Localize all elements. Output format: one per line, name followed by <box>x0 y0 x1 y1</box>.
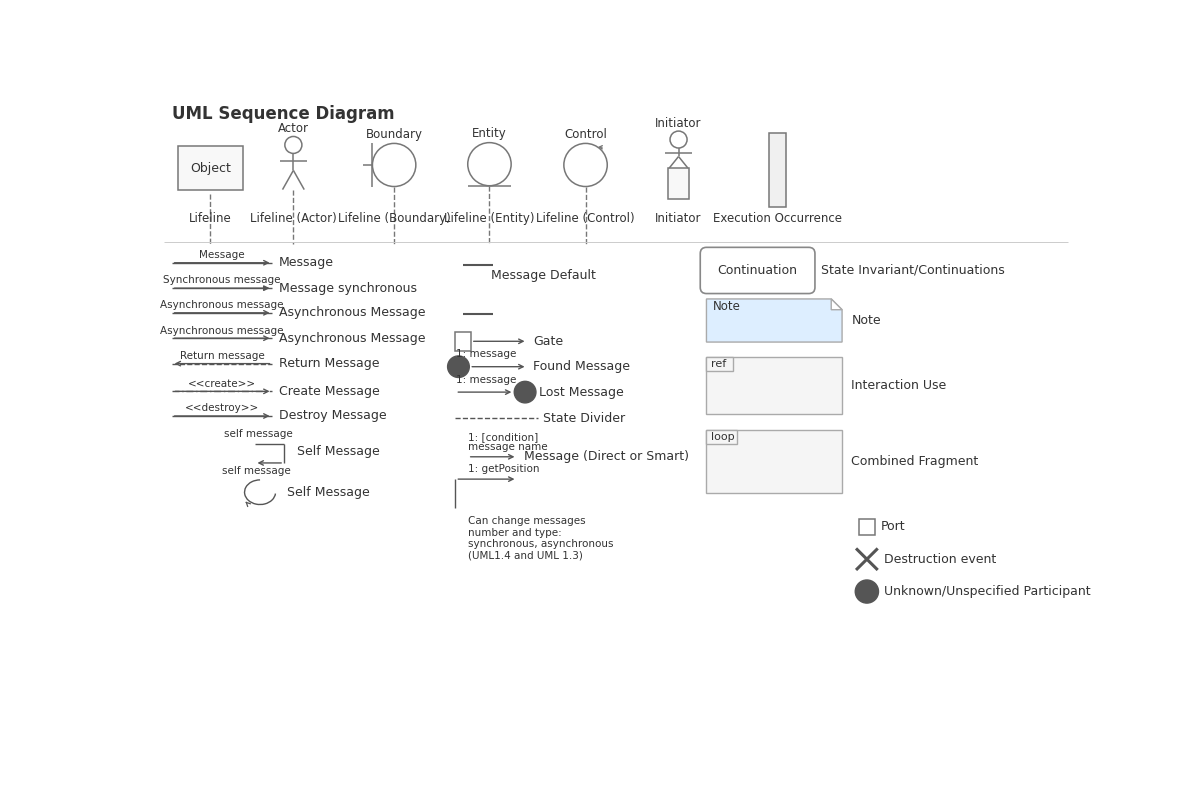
Text: Destroy Message: Destroy Message <box>278 410 386 423</box>
Text: message name: message name <box>468 441 547 452</box>
Text: Asynchronous Message: Asynchronous Message <box>278 306 425 319</box>
Text: Message (Direct or Smart): Message (Direct or Smart) <box>523 450 689 463</box>
Text: Port: Port <box>881 520 906 533</box>
Text: Control: Control <box>564 128 607 141</box>
Polygon shape <box>707 299 842 342</box>
Text: Initiator: Initiator <box>655 117 702 130</box>
FancyBboxPatch shape <box>707 357 842 415</box>
Text: Lifeline (Control): Lifeline (Control) <box>536 212 635 225</box>
FancyBboxPatch shape <box>455 332 470 351</box>
Text: Return message: Return message <box>180 351 264 361</box>
FancyBboxPatch shape <box>701 247 815 293</box>
Text: Continuation: Continuation <box>718 264 798 277</box>
Text: ref: ref <box>712 360 726 369</box>
Text: Combined Fragment: Combined Fragment <box>851 455 979 468</box>
Text: 1: message: 1: message <box>456 349 516 360</box>
Text: Synchronous message: Synchronous message <box>163 275 281 285</box>
Text: self message: self message <box>224 428 293 439</box>
Text: <<destroy>>: <<destroy>> <box>185 403 259 413</box>
FancyBboxPatch shape <box>707 357 733 371</box>
Text: Asynchronous message: Asynchronous message <box>161 300 284 310</box>
Text: loop: loop <box>712 432 734 441</box>
Text: 1: [condition]: 1: [condition] <box>468 433 538 442</box>
Text: Initiator: Initiator <box>655 212 702 225</box>
Text: Message Default: Message Default <box>491 270 596 283</box>
Text: Entity: Entity <box>472 127 506 140</box>
Text: Note: Note <box>851 314 881 327</box>
Text: Message synchronous: Message synchronous <box>278 282 416 295</box>
FancyBboxPatch shape <box>668 168 689 198</box>
Text: Create Message: Create Message <box>278 385 379 398</box>
Circle shape <box>515 382 536 403</box>
FancyBboxPatch shape <box>769 134 786 207</box>
Text: Destruction event: Destruction event <box>884 552 996 565</box>
Text: Lifeline (Boundary): Lifeline (Boundary) <box>337 212 450 225</box>
Text: Actor: Actor <box>278 122 308 135</box>
FancyBboxPatch shape <box>859 519 875 535</box>
Text: Message: Message <box>278 256 334 269</box>
Text: Gate: Gate <box>533 335 563 347</box>
Text: Asynchronous Message: Asynchronous Message <box>278 332 425 345</box>
FancyBboxPatch shape <box>178 147 242 190</box>
Text: Lifeline (Actor): Lifeline (Actor) <box>250 212 337 225</box>
Text: UML Sequence Diagram: UML Sequence Diagram <box>172 105 395 123</box>
Text: Interaction Use: Interaction Use <box>851 379 947 393</box>
Text: Asynchronous message: Asynchronous message <box>161 326 284 335</box>
Text: Note: Note <box>713 301 740 313</box>
Text: State Divider: State Divider <box>542 411 625 424</box>
Text: 1: message: 1: message <box>456 375 516 385</box>
Text: Execution Occurrence: Execution Occurrence <box>713 212 842 225</box>
FancyBboxPatch shape <box>707 430 842 493</box>
Text: Return Message: Return Message <box>278 357 379 370</box>
Polygon shape <box>832 299 842 309</box>
Text: Lifeline: Lifeline <box>190 212 232 225</box>
Circle shape <box>856 580 878 603</box>
Text: Boundary: Boundary <box>366 128 422 141</box>
Text: Found Message: Found Message <box>533 360 630 373</box>
Text: State Invariant/Continuations: State Invariant/Continuations <box>821 264 1004 277</box>
Text: Unknown/Unspecified Participant: Unknown/Unspecified Participant <box>884 585 1091 598</box>
Text: Can change messages
number and type:
synchronous, asynchronous
(UML1.4 and UML 1: Can change messages number and type: syn… <box>468 516 613 561</box>
Circle shape <box>448 356 469 377</box>
Text: Self Message: Self Message <box>298 445 380 458</box>
Text: Self Message: Self Message <box>287 486 370 499</box>
Text: Message: Message <box>199 250 245 260</box>
Text: self message: self message <box>222 466 290 475</box>
Text: <<create>>: <<create>> <box>188 378 256 389</box>
Text: Object: Object <box>190 161 230 174</box>
Text: Lifeline (Entity): Lifeline (Entity) <box>444 212 535 225</box>
Text: 1: getPosition: 1: getPosition <box>468 464 539 474</box>
FancyBboxPatch shape <box>707 430 738 444</box>
Text: Lost Message: Lost Message <box>539 386 624 399</box>
